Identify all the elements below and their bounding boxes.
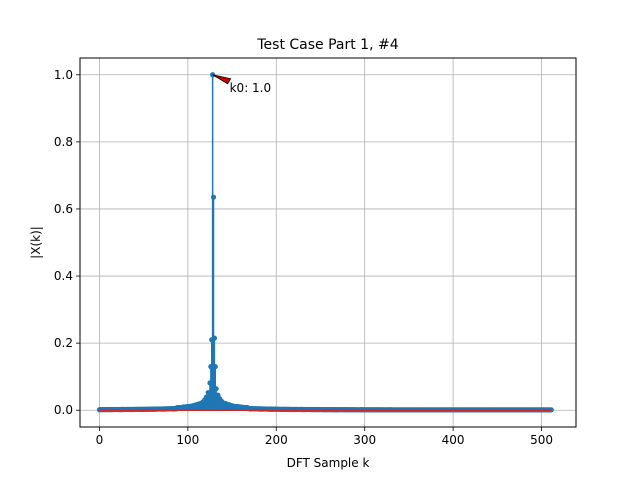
grid-layer — [80, 58, 576, 427]
ticks-layer: 0 100 200 300 400 500 0.0 0.2 0.4 0.6 0.8 1.0 — [54, 68, 553, 447]
stem-marker — [204, 397, 210, 403]
x-tick-label: 300 — [353, 433, 376, 447]
y-axis-label: |X(k)| — [29, 226, 43, 259]
stem-marker — [210, 194, 217, 200]
annotation-arrow — [212, 74, 232, 85]
data-marks — [96, 72, 554, 413]
x-tick-label: 0 — [96, 433, 104, 447]
stem-marker — [208, 364, 214, 370]
stem-marker — [548, 407, 554, 413]
stem-marker — [213, 386, 219, 392]
x-tick-label: 200 — [265, 433, 288, 447]
y-tick-label: 0.2 — [54, 336, 73, 350]
stem-marker — [207, 380, 213, 386]
x-tick-label: 400 — [442, 433, 465, 447]
y-tick-label: 0.6 — [54, 202, 73, 216]
stem-marker — [206, 390, 212, 396]
x-axis-label: DFT Sample k — [287, 456, 370, 470]
y-tick-label: 0.8 — [54, 135, 73, 149]
y-tick-label: 0.0 — [54, 403, 73, 417]
y-tick-label: 1.0 — [54, 68, 73, 82]
annotation-layer: k0: 1.0 — [212, 74, 272, 95]
chart-title: Test Case Part 1, #4 — [256, 37, 398, 53]
annotation-label: k0: 1.0 — [230, 81, 272, 95]
stem-marker — [212, 364, 218, 370]
x-tick-label: 100 — [176, 433, 199, 447]
x-tick-label: 500 — [530, 433, 553, 447]
y-tick-label: 0.4 — [54, 269, 73, 283]
stem-marker — [211, 335, 217, 341]
axes-frame — [79, 57, 577, 428]
